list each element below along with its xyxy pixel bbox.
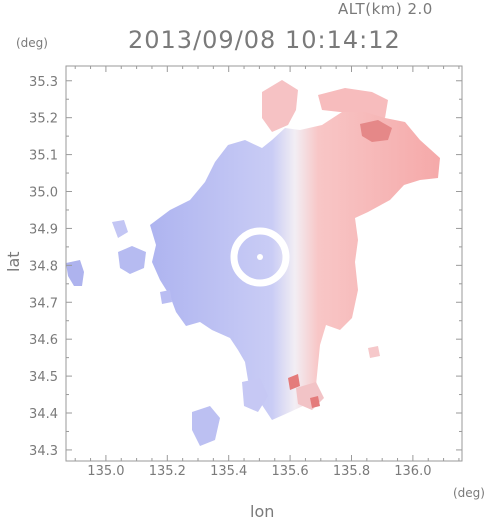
x-tick-label: 135.4	[210, 464, 247, 479]
echo-cell-west-d	[160, 290, 172, 304]
x-axis-label: lon	[250, 502, 275, 521]
y-tick-label: 35.0	[29, 186, 58, 201]
y-tick-label: 35.2	[29, 112, 58, 127]
echo-cell-south-a	[192, 406, 220, 446]
plot-frame	[65, 65, 463, 462]
y-tick-label: 35.3	[29, 75, 58, 90]
echo-region-main	[150, 108, 440, 420]
axis-tick-labels: 135.0 135.2 135.4 135.6 135.8 136.0 34.3 34.4 34…	[29, 75, 431, 479]
x-tick-label: 135.2	[149, 464, 186, 479]
echo-cell-south-b	[242, 378, 268, 412]
y-tick-label: 34.5	[29, 370, 58, 385]
y-tick-label: 34.9	[29, 222, 58, 237]
echo-region-north	[262, 80, 298, 132]
y-tick-label: 35.1	[29, 149, 58, 164]
echo-cell-east-small	[368, 346, 380, 358]
echo-cell-west-c	[112, 220, 128, 238]
y-tick-label: 34.6	[29, 333, 58, 348]
radar-center	[257, 254, 263, 260]
altitude-label: ALT(km) 2.0	[338, 0, 433, 18]
y-tick-label: 34.8	[29, 259, 58, 274]
axis-ticks	[66, 66, 462, 461]
y-tick-label: 34.3	[29, 444, 58, 459]
y-tick-label: 34.4	[29, 407, 58, 422]
timestamp-title: 2013/09/08 10:14:12	[128, 26, 401, 54]
radar-ring	[230, 227, 290, 287]
echo-region-northeast	[318, 88, 388, 118]
x-tick-label: 136.0	[394, 464, 431, 479]
x-tick-label: 135.8	[333, 464, 370, 479]
strong-receding-speckle	[288, 374, 320, 408]
x-unit-label: (deg)	[453, 486, 485, 500]
velocity-field	[66, 80, 440, 446]
y-unit-label: (deg)	[16, 36, 48, 50]
echo-cell-west-b	[118, 246, 146, 274]
y-tick-label: 34.7	[29, 296, 58, 311]
strong-receding-patch	[360, 120, 392, 142]
x-tick-label: 135.6	[271, 464, 308, 479]
echo-cell-west-a	[66, 260, 84, 286]
x-tick-label: 135.0	[87, 464, 124, 479]
